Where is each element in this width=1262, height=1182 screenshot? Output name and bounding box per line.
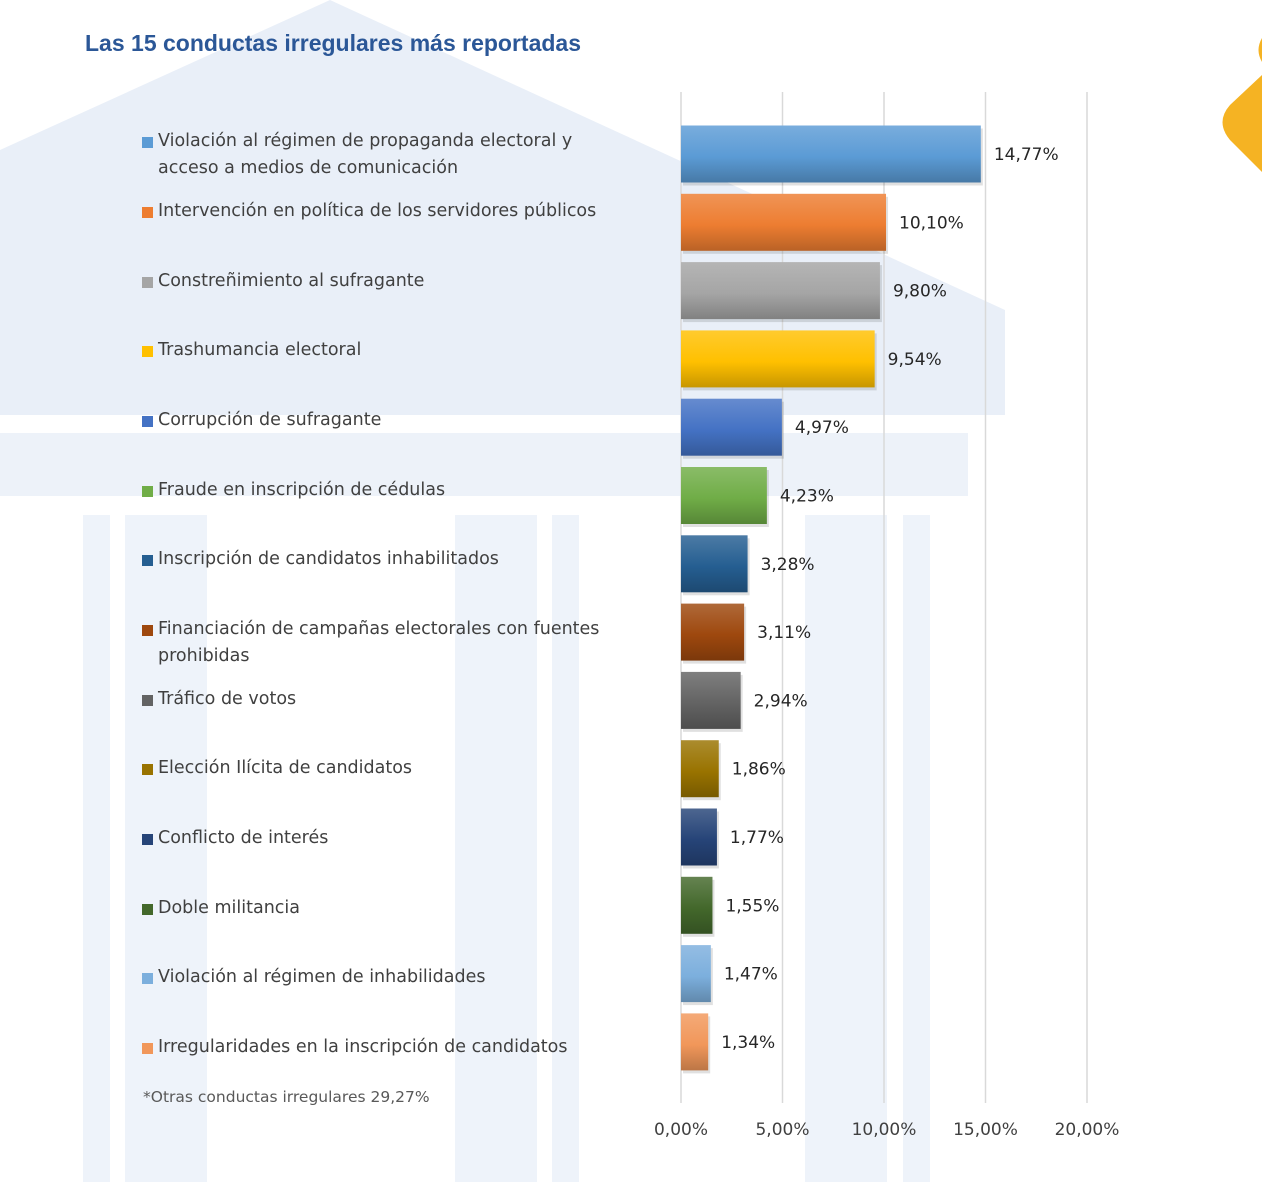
legend-label: Irregularidades en la inscripción de can… xyxy=(158,1037,568,1057)
legend-swatch xyxy=(142,555,153,566)
x-tick-label: 20,00% xyxy=(1055,1120,1120,1140)
legend-label: Violación al régimen de propaganda elect… xyxy=(158,131,573,178)
building-column-shape xyxy=(455,515,537,1182)
legend-swatch xyxy=(142,346,153,357)
building-beam-shape xyxy=(0,433,968,496)
data-label: 14,77% xyxy=(994,145,1059,165)
data-label: 1,47% xyxy=(724,965,778,985)
accent-corner-shape xyxy=(1222,75,1262,172)
legend-label: Inscripción de candidatos inhabilitados xyxy=(158,549,499,569)
gridlines xyxy=(680,92,1088,1103)
bar xyxy=(681,740,719,798)
legend-label: Constreñimiento al sufragante xyxy=(158,271,425,291)
legend-swatch xyxy=(142,277,153,288)
bar xyxy=(681,876,713,934)
data-label: 1,86% xyxy=(732,760,786,780)
legend-label: Fraude en inscripción de cédulas xyxy=(158,480,446,500)
bar xyxy=(681,262,880,320)
building-column-shape xyxy=(83,515,110,1182)
bar xyxy=(681,125,981,183)
bar xyxy=(681,1013,709,1071)
data-label: 3,28% xyxy=(761,555,815,575)
data-label: 1,34% xyxy=(721,1033,775,1053)
data-label: 4,97% xyxy=(795,418,849,438)
data-label: 1,77% xyxy=(730,828,784,848)
legend-label: Doble militancia xyxy=(158,898,300,918)
bar xyxy=(681,467,767,524)
legend-label: Trashumancia electoral xyxy=(158,340,362,360)
building-column-shape xyxy=(903,515,930,1182)
legend-label: Conflicto de interés xyxy=(158,828,329,848)
data-label: 4,23% xyxy=(780,487,834,507)
x-tick-label: 15,00% xyxy=(953,1120,1018,1140)
legend-label: Elección Ilícita de candidatos xyxy=(158,758,413,778)
building-column-shape xyxy=(805,515,887,1182)
bar xyxy=(681,945,711,1003)
bars xyxy=(681,125,983,1074)
data-label: 1,55% xyxy=(725,896,779,916)
bar xyxy=(681,535,748,593)
legend-swatch xyxy=(142,137,153,148)
legend-label: Corrupción de sufragante xyxy=(158,410,382,430)
legend-label: Financiación de campañas electorales con… xyxy=(158,619,600,666)
data-label: 9,54% xyxy=(888,350,942,370)
data-label: 9,80% xyxy=(893,282,947,302)
legend: Violación al régimen de propaganda elect… xyxy=(142,131,600,1057)
building-column-shape xyxy=(552,515,579,1182)
x-tick-label: 0,00% xyxy=(654,1120,708,1140)
data-labels: 14,77% 10,10% 9,80% 9,54% 4,97% 4,23% 3,28% 3,1… xyxy=(721,145,1058,1053)
bar xyxy=(681,193,887,251)
data-label: 3,11% xyxy=(757,623,811,643)
x-tick-label: 5,00% xyxy=(755,1120,809,1140)
legend-swatch xyxy=(142,625,153,636)
bar xyxy=(681,808,717,866)
legend-label: Intervención en política de los servidor… xyxy=(158,201,597,221)
x-tick-label: 10,00% xyxy=(852,1120,917,1140)
legend-swatch xyxy=(142,416,153,427)
bar xyxy=(681,603,745,661)
legend-swatch xyxy=(142,1043,153,1054)
chart-title: Las 15 conductas irregulares más reporta… xyxy=(85,30,581,56)
data-label: 10,10% xyxy=(899,213,964,233)
legend-label: Violación al régimen de inhabilidades xyxy=(158,967,486,987)
legend-swatch xyxy=(142,834,153,845)
bar xyxy=(681,671,741,729)
legend-swatch xyxy=(142,695,153,706)
x-axis-tick-labels: 0,00% 5,00% 10,00% 15,00% 20,00% xyxy=(654,1120,1119,1140)
legend-label: Tráfico de votos xyxy=(158,689,297,709)
footnote: *Otras conductas irregulares 29,27% xyxy=(143,1088,430,1106)
data-label: 2,94% xyxy=(754,691,808,711)
legend-swatch xyxy=(142,764,153,775)
legend-swatch xyxy=(142,973,153,984)
building-column-shape xyxy=(125,515,207,1182)
legend-swatch xyxy=(142,486,153,497)
bar xyxy=(681,330,875,388)
legend-swatch xyxy=(142,207,153,218)
bar xyxy=(681,398,782,456)
accent-corner-shape xyxy=(1258,38,1262,62)
legend-swatch xyxy=(142,904,153,915)
